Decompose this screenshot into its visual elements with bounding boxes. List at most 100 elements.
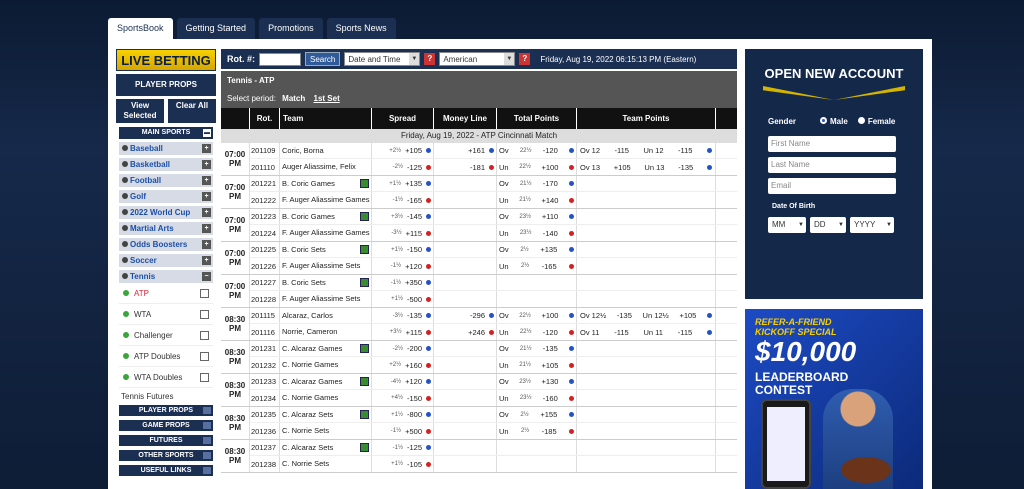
sidebar-section-header[interactable]: FUTURES xyxy=(119,435,213,446)
spread-cell[interactable]: -1½ +350 xyxy=(372,275,434,290)
total-points-cell[interactable]: Ov 23½ +130 xyxy=(497,374,577,389)
expand-icon[interactable]: + xyxy=(202,224,211,233)
team-points-cell[interactable]: Ov 12½ -135 Un 12½ +105 xyxy=(577,308,716,323)
moneyline-cell[interactable]: +246 xyxy=(434,324,497,340)
sidebar-item-sport[interactable]: Martial Arts + xyxy=(119,222,213,235)
view-selected-button[interactable]: View Selected xyxy=(116,99,164,123)
spread-cell[interactable]: +1½ -150 xyxy=(372,242,434,257)
sidebar-item-sport[interactable]: Baseball + xyxy=(119,142,213,155)
expand-icon[interactable]: + xyxy=(202,176,211,185)
team-points-cell[interactable]: Ov 13 +105 Un 13 -135 xyxy=(577,159,716,175)
total-points-cell[interactable]: Un 21½ +140 xyxy=(497,192,577,208)
spread-cell[interactable]: +1½ -500 xyxy=(372,291,434,307)
promo-banner[interactable]: REFER-A-FRIEND KICKOFF SPECIAL $10,000 LE… xyxy=(745,309,923,489)
team-points-cell[interactable]: Ov 11 -115 Un 11 -115 xyxy=(577,324,716,340)
help-icon[interactable]: ? xyxy=(519,53,531,65)
moneyline-cell[interactable]: -296 xyxy=(434,308,497,323)
league-checkbox[interactable] xyxy=(200,352,209,361)
day-select[interactable]: DD ▼ xyxy=(810,217,846,233)
female-radio[interactable]: Female xyxy=(857,117,895,126)
first-name-field[interactable]: First Name xyxy=(768,136,896,152)
odds-format-select[interactable]: American ▼ xyxy=(439,52,516,66)
main-sports-header[interactable]: MAIN SPORTS ▬ xyxy=(119,127,213,139)
month-select[interactable]: MM ▼ xyxy=(768,217,806,233)
rot-input[interactable] xyxy=(259,52,301,66)
total-points-cell[interactable]: Ov 21½ -170 xyxy=(497,176,577,191)
player-props-button[interactable]: PLAYER PROPS xyxy=(116,74,216,96)
total-points-cell[interactable]: Un 22½ -120 xyxy=(497,324,577,340)
league-checkbox[interactable] xyxy=(200,310,209,319)
league-checkbox[interactable] xyxy=(200,289,209,298)
spread-cell[interactable]: +4½ -150 xyxy=(372,390,434,406)
sidebar-item-sport[interactable]: Tennis − xyxy=(119,270,213,283)
expand-icon[interactable] xyxy=(203,452,211,459)
expand-icon[interactable] xyxy=(203,467,211,474)
team-points-cell[interactable]: Ov 12 -115 Un 12 -115 xyxy=(577,143,716,158)
total-points-cell[interactable]: Un 23½ -160 xyxy=(497,390,577,406)
sidebar-item-sport[interactable]: Golf + xyxy=(119,190,213,203)
tab-getting-started[interactable]: Getting Started xyxy=(176,18,256,39)
info-icon[interactable] xyxy=(360,344,369,353)
sidebar-item-sport[interactable]: Soccer + xyxy=(119,254,213,267)
total-points-cell[interactable]: Ov 21½ -135 xyxy=(497,341,577,356)
total-points-cell[interactable]: Un 21½ +105 xyxy=(497,357,577,373)
spread-cell[interactable]: +2½ +160 xyxy=(372,357,434,373)
sort-select[interactable]: Date and Time ▼ xyxy=(344,52,421,66)
info-icon[interactable] xyxy=(360,245,369,254)
last-name-field[interactable]: Last Name xyxy=(768,157,896,173)
tennis-league-item[interactable]: WTA xyxy=(119,304,213,325)
collapse-icon[interactable]: − xyxy=(202,272,211,281)
spread-cell[interactable]: -1½ +120 xyxy=(372,258,434,274)
tab-sportsbook[interactable]: SportsBook xyxy=(108,18,173,39)
tab-sports-news[interactable]: Sports News xyxy=(326,18,396,39)
tennis-futures-link[interactable]: Tennis Futures xyxy=(121,392,174,401)
collapse-icon[interactable]: ▬ xyxy=(203,129,211,137)
expand-icon[interactable] xyxy=(203,407,211,414)
tab-promotions[interactable]: Promotions xyxy=(259,18,323,39)
expand-icon[interactable]: + xyxy=(202,240,211,249)
spread-cell[interactable]: -4½ +120 xyxy=(372,374,434,389)
spread-cell[interactable]: +3½ -145 xyxy=(372,209,434,224)
live-betting-button[interactable]: LIVE BETTING xyxy=(116,49,216,71)
total-points-cell[interactable]: Un 23½ -140 xyxy=(497,225,577,241)
sidebar-section-header[interactable]: PLAYER PROPS xyxy=(119,405,213,416)
tennis-league-item[interactable]: WTA Doubles xyxy=(119,367,213,388)
tennis-league-item[interactable]: ATP Doubles xyxy=(119,346,213,367)
spread-cell[interactable]: -3½ +115 xyxy=(372,225,434,241)
sidebar-item-sport[interactable]: Basketball + xyxy=(119,158,213,171)
expand-icon[interactable]: + xyxy=(202,144,211,153)
period-match[interactable]: Match xyxy=(282,94,306,103)
email-field[interactable]: Email xyxy=(768,178,896,194)
spread-cell[interactable]: -3½ -135 xyxy=(372,308,434,323)
male-radio[interactable]: Male xyxy=(820,117,848,126)
spread-cell[interactable]: +1½ -800 xyxy=(372,407,434,422)
spread-cell[interactable]: +2½ +105 xyxy=(372,143,434,158)
spread-cell[interactable]: -1½ -125 xyxy=(372,440,434,455)
sidebar-section-header[interactable]: GAME PROPS xyxy=(119,420,213,431)
info-icon[interactable] xyxy=(360,212,369,221)
info-icon[interactable] xyxy=(360,410,369,419)
moneyline-cell[interactable]: +161 xyxy=(434,143,497,158)
spread-cell[interactable]: -2½ -200 xyxy=(372,341,434,356)
total-points-cell[interactable]: Un 2½ -165 xyxy=(497,258,577,274)
total-points-cell[interactable]: Un 22½ +100 xyxy=(497,159,577,175)
spread-cell[interactable]: -2½ -125 xyxy=(372,159,434,175)
help-icon[interactable]: ? xyxy=(424,53,436,65)
total-points-cell[interactable]: Ov 22½ -120 xyxy=(497,143,577,158)
league-checkbox[interactable] xyxy=(200,331,209,340)
spread-cell[interactable]: -1½ +500 xyxy=(372,423,434,439)
tennis-league-item[interactable]: ATP xyxy=(119,283,213,304)
expand-icon[interactable]: + xyxy=(202,208,211,217)
spread-cell[interactable]: -1½ -165 xyxy=(372,192,434,208)
spread-cell[interactable]: +3½ +115 xyxy=(372,324,434,340)
spread-cell[interactable]: +1½ -105 xyxy=(372,456,434,472)
info-icon[interactable] xyxy=(360,443,369,452)
expand-icon[interactable]: + xyxy=(202,192,211,201)
league-checkbox[interactable] xyxy=(200,373,209,382)
expand-icon[interactable] xyxy=(203,422,211,429)
search-button[interactable]: Search xyxy=(305,52,341,66)
period-1st-set[interactable]: 1st Set xyxy=(313,94,340,103)
tennis-league-item[interactable]: Challenger xyxy=(119,325,213,346)
info-icon[interactable] xyxy=(360,377,369,386)
moneyline-cell[interactable]: -181 xyxy=(434,159,497,175)
